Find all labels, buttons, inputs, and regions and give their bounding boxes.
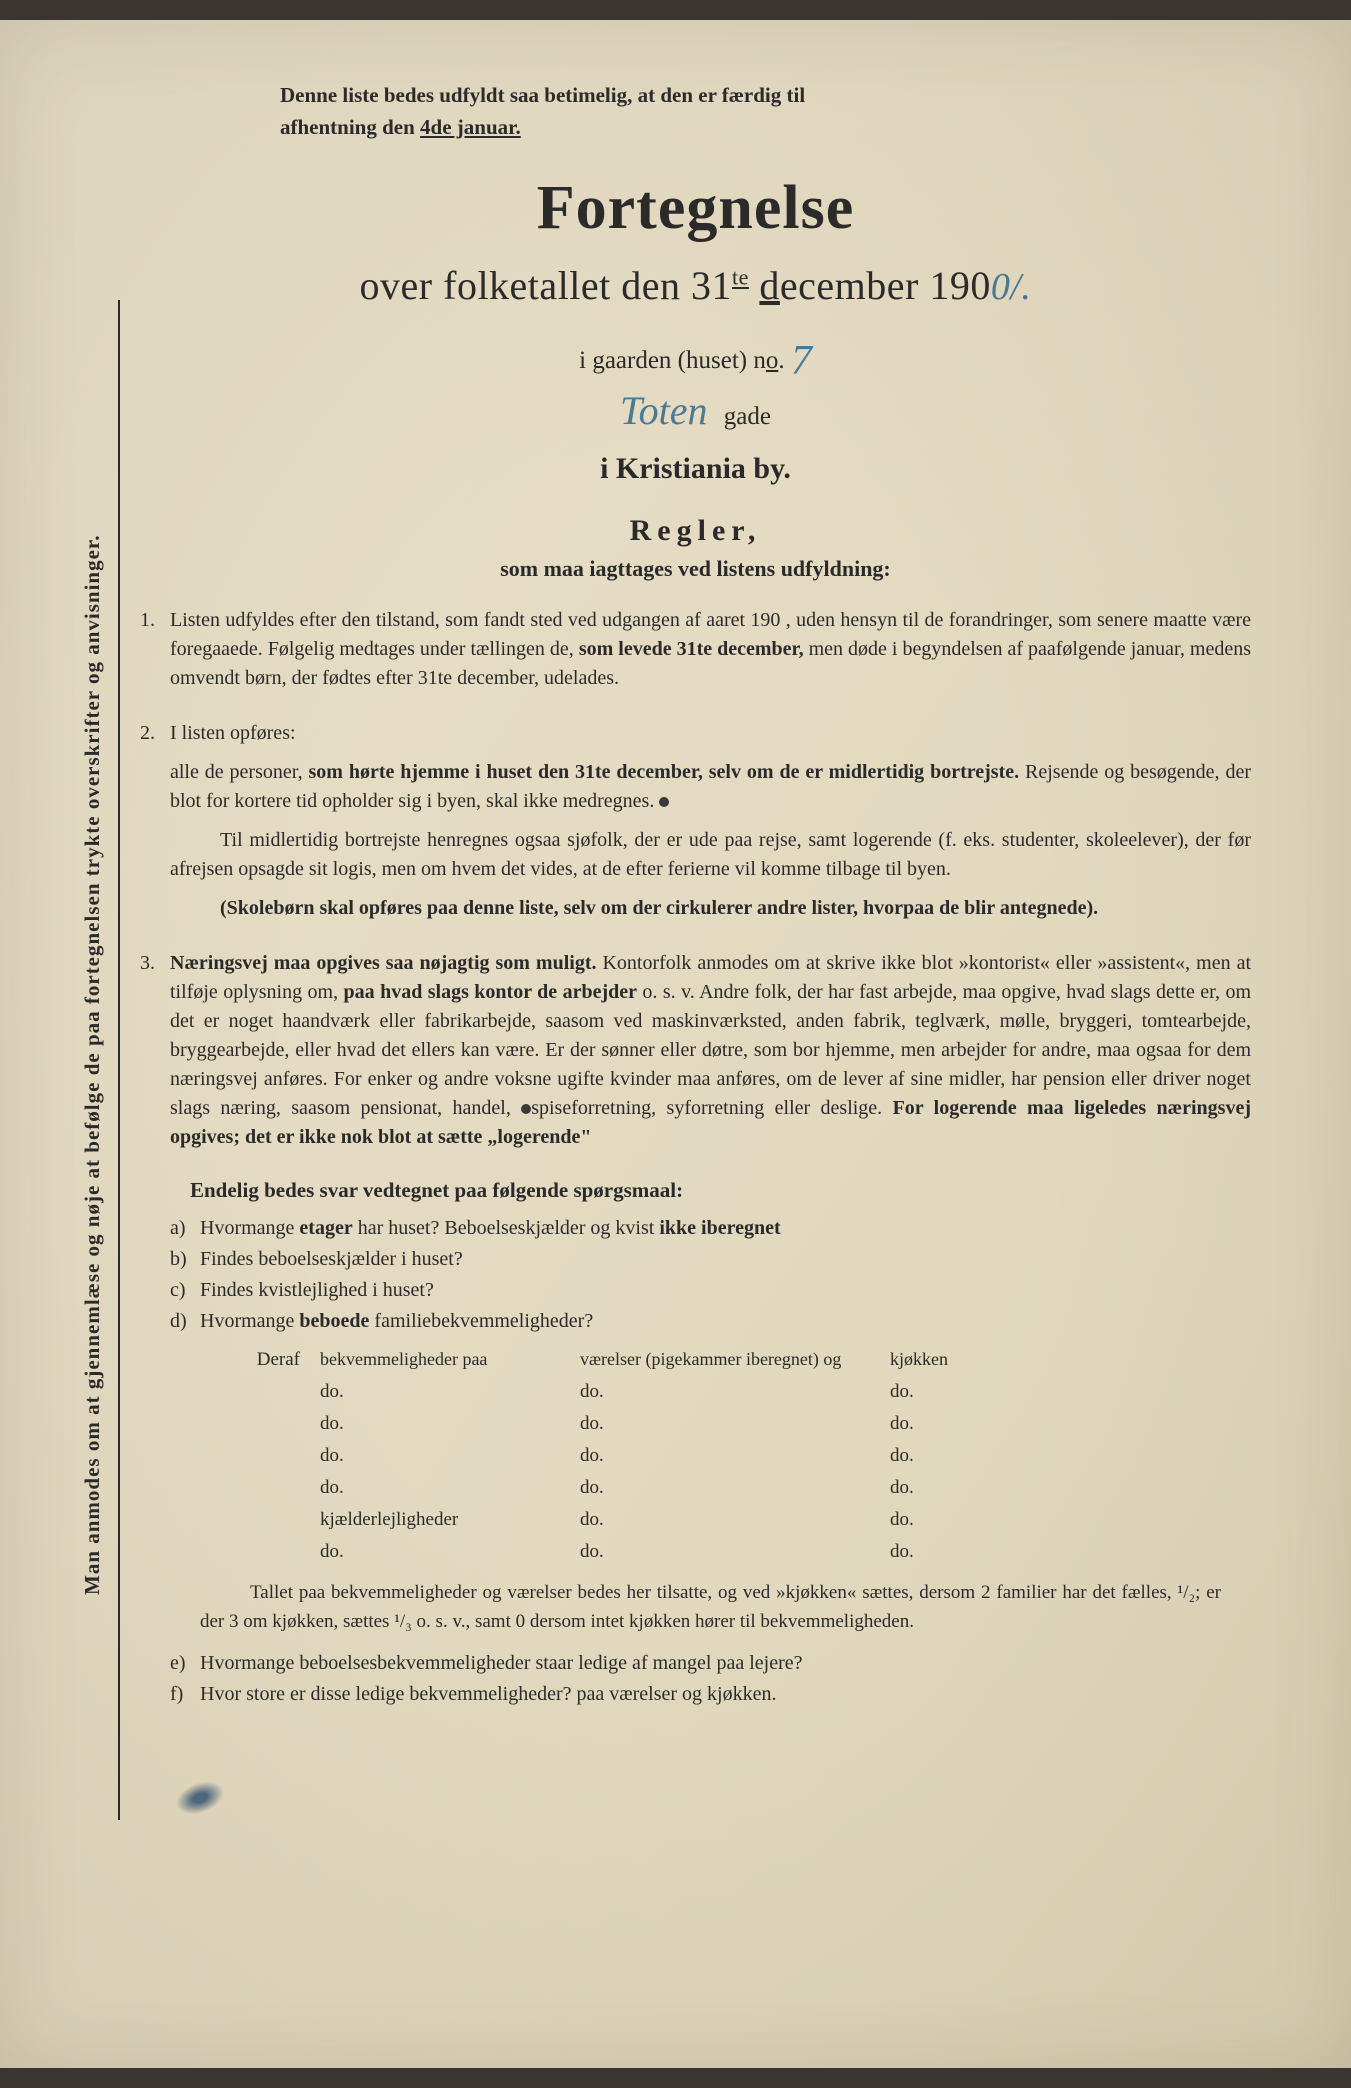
- table-row: do. do. do.: [200, 1541, 1251, 1563]
- sidebar-divider: [118, 300, 120, 1820]
- rule-paragraph: alle de personer, som hørte hjemme i hus…: [170, 758, 1251, 816]
- ink-dot: [521, 1104, 531, 1114]
- table-row: kjælderlejligheder do. do.: [200, 1509, 1251, 1531]
- sub-question: b)Findes beboelseskjælder i huset?: [170, 1248, 1251, 1271]
- table-row: do. do. do.: [200, 1381, 1251, 1403]
- rule-paragraph: I listen opføres:: [170, 719, 1251, 748]
- rule-number: 3.: [140, 949, 170, 1162]
- sub-question: a)Hvormange etager har huset? Beboelsesk…: [170, 1217, 1251, 1240]
- rule-paragraph: Til midlertidig bortrejste henregnes ogs…: [170, 826, 1251, 884]
- top-notice: Denne liste bedes udfyldt saa betimelig,…: [280, 80, 1251, 143]
- street-suffix: gade: [724, 403, 771, 430]
- rules-subtitle: som maa iagttages ved listens udfyldning…: [140, 556, 1251, 582]
- footer-note: Tallet paa bekvemmeligheder og værelser …: [200, 1579, 1221, 1636]
- ink-blot-stain: [171, 1775, 228, 1820]
- top-notice-date: 4de januar.: [420, 115, 521, 139]
- sub-question: c)Findes kvistlejlighed i huset?: [170, 1279, 1251, 1302]
- sub-question: f)Hvor store er disse ledige bekvemmelig…: [170, 1683, 1251, 1706]
- street-line: Toten gade: [140, 387, 1251, 434]
- rule-item: 1. Listen udfyldes efter den tilstand, s…: [140, 606, 1251, 703]
- subtitle-sup: te: [732, 265, 749, 290]
- street-name-handwritten: Toten: [620, 388, 707, 433]
- table-row: do. do. do.: [200, 1445, 1251, 1467]
- rule-number: 2.: [140, 719, 170, 933]
- rule-number: 1.: [140, 606, 170, 703]
- sub-question: d)Hvormange beboede familiebekvemmelighe…: [170, 1310, 1251, 1333]
- sub-questions: a)Hvormange etager har huset? Beboelsesk…: [140, 1217, 1251, 1333]
- top-notice-line2-prefix: afhentning den: [280, 115, 420, 139]
- sub-question-letter: e): [170, 1652, 200, 1675]
- house-number-handwritten: 7: [791, 338, 812, 384]
- rules-title: Regler,: [140, 514, 1251, 548]
- table-header: Deraf bekvemmeligheder paa værelser (pig…: [200, 1349, 1251, 1371]
- rule-body: Listen udfyldes efter den tilstand, som …: [170, 606, 1251, 703]
- subtitle-underlined-d: d: [759, 263, 780, 308]
- rule-paragraph: Næringsvej maa opgives saa nøjagtig som …: [170, 949, 1251, 1152]
- subtitle-after: ecember 190: [780, 263, 991, 308]
- sub-question-letter: b): [170, 1248, 200, 1271]
- subtitle-prefix: over folketallet den 31: [360, 263, 732, 308]
- sidebar-vertical-text: Man anmodes om at gjennemlæse og nøje at…: [80, 310, 110, 1820]
- rule-paragraph: (Skolebørn skal opføres paa denne liste,…: [170, 894, 1251, 923]
- sub-question: e)Hvormange beboelsesbekvemmeligheder st…: [170, 1652, 1251, 1675]
- final-questions-title: Endelig bedes svar vedtegnet paa følgend…: [190, 1178, 1251, 1203]
- sub-question-letter: d): [170, 1310, 200, 1333]
- city-line: i Kristiania by.: [140, 452, 1251, 486]
- rules-list: 1. Listen udfyldes efter den tilstand, s…: [140, 606, 1251, 1162]
- rule-body: Næringsvej maa opgives saa nøjagtig som …: [170, 949, 1251, 1162]
- ink-dot: [659, 797, 669, 807]
- sub-question-letter: c): [170, 1279, 200, 1302]
- top-notice-line1: Denne liste bedes udfyldt saa betimelig,…: [280, 83, 805, 107]
- table-row: do. do. do.: [200, 1413, 1251, 1435]
- house-line: i gaarden (huset) no. 7: [140, 331, 1251, 379]
- year-handwritten: 0/.: [991, 266, 1032, 308]
- document-content: Denne liste bedes udfyldt saa betimelig,…: [140, 80, 1251, 1706]
- subtitle: over folketallet den 31te december 1900/…: [140, 262, 1251, 309]
- rule-body: I listen opføres: alle de personer, som h…: [170, 719, 1251, 933]
- sub-question-letter: a): [170, 1217, 200, 1240]
- rule-item: 2. I listen opføres: alle de personer, so…: [140, 719, 1251, 933]
- sub-questions-2: e)Hvormange beboelsesbekvemmeligheder st…: [140, 1652, 1251, 1706]
- rule-item: 3. Næringsvej maa opgives saa nøjagtig s…: [140, 949, 1251, 1162]
- sub-question-letter: f): [170, 1683, 200, 1706]
- rule-paragraph: Listen udfyldes efter den tilstand, som …: [170, 606, 1251, 693]
- main-title: Fortegnelse: [140, 173, 1251, 244]
- accommodation-table: Deraf bekvemmeligheder paa værelser (pig…: [200, 1349, 1251, 1563]
- table-row: do. do. do.: [200, 1477, 1251, 1499]
- document-page: Man anmodes om at gjennemlæse og nøje at…: [0, 20, 1351, 2068]
